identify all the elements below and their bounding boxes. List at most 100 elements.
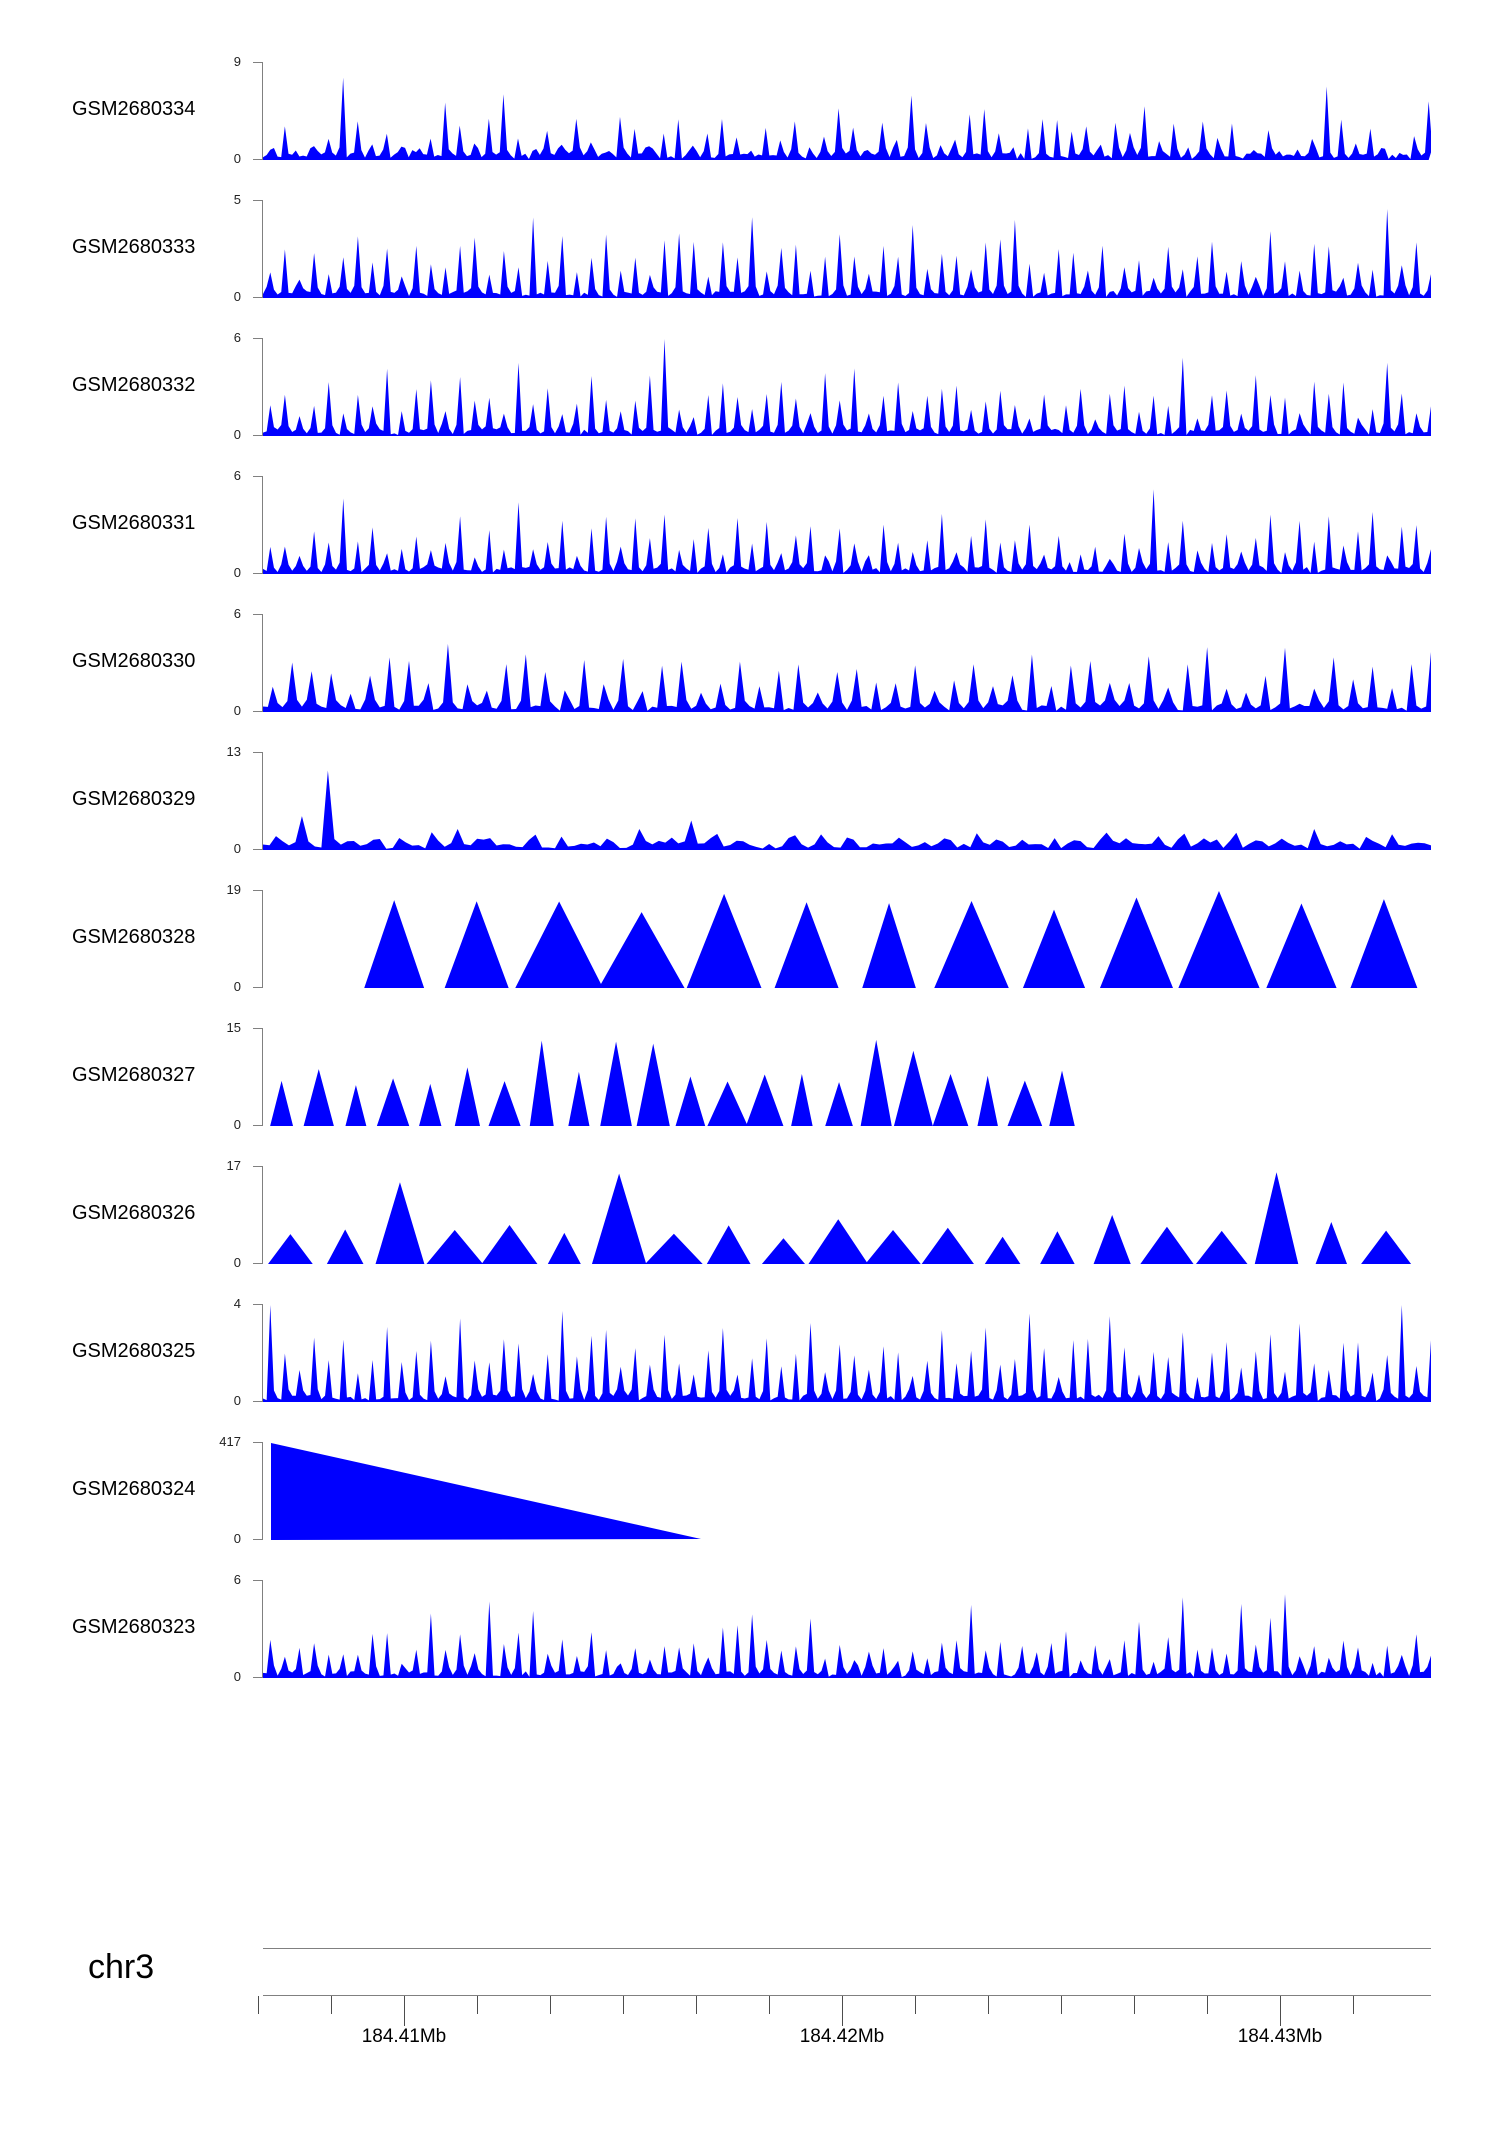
axis-major-tick <box>1280 1996 1281 2026</box>
track-label-gsm2680331: GSM2680331 <box>72 512 196 534</box>
y-axis-max-label: 17 <box>226 1158 241 1173</box>
coverage-plot-area[interactable] <box>263 1304 1431 1402</box>
axis-major-tick <box>404 1996 405 2026</box>
axis-baseline <box>263 1995 1431 1996</box>
coverage-track[interactable]: GSM2680333 5 0 <box>0 193 1500 303</box>
track-label-gsm2680329: GSM2680329 <box>72 788 196 810</box>
coverage-plot-area[interactable] <box>263 476 1431 574</box>
axis-top-line <box>263 1948 1431 1949</box>
axis-minor-tick <box>1207 1996 1208 2014</box>
coverage-track[interactable]: GSM2680328 19 0 <box>0 883 1500 993</box>
coverage-area <box>263 643 1431 712</box>
y-axis-bracket <box>253 1028 263 1126</box>
y-axis-min-label: 0 <box>233 841 241 856</box>
coverage-track[interactable]: GSM2680334 9 0 <box>0 55 1500 165</box>
axis-tick-label: 184.43Mb <box>1237 2026 1323 2047</box>
y-axis-max-label: 6 <box>233 606 241 621</box>
coverage-plot-area[interactable] <box>263 1580 1431 1678</box>
y-axis-bracket <box>253 62 263 160</box>
y-axis-bracket <box>253 1304 263 1402</box>
y-axis-max-label: 417 <box>219 1434 241 1449</box>
axis-minor-tick <box>331 1996 332 2014</box>
coverage-track[interactable]: GSM2680326 17 0 <box>0 1159 1500 1269</box>
axis-minor-tick <box>988 1996 989 2014</box>
track-label-gsm2680324: GSM2680324 <box>72 1478 196 1500</box>
y-axis-min-label: 0 <box>233 1255 241 1270</box>
track-label-gsm2680333: GSM2680333 <box>72 236 196 258</box>
track-label-gsm2680323: GSM2680323 <box>72 1616 196 1638</box>
y-axis-max-label: 4 <box>233 1296 241 1311</box>
axis-minor-tick <box>915 1996 916 2014</box>
coverage-plot-area[interactable] <box>263 752 1431 850</box>
coverage-area <box>263 77 1431 160</box>
coverage-area <box>268 1172 1412 1264</box>
coverage-track[interactable]: GSM2680324 417 0 <box>0 1435 1500 1545</box>
y-axis-min-label: 0 <box>233 703 241 718</box>
track-label-gsm2680332: GSM2680332 <box>72 374 196 396</box>
genome-coordinate-axis[interactable]: 184.41Mb 184.42Mb 184.43Mb <box>0 1930 1500 2110</box>
y-axis-bracket <box>253 614 263 712</box>
axis-minor-tick <box>1353 1996 1354 2014</box>
y-axis-max-label: 13 <box>226 744 241 759</box>
coverage-track[interactable]: GSM2680330 6 0 <box>0 607 1500 717</box>
y-axis-max-label: 6 <box>233 1572 241 1587</box>
y-axis-bracket <box>253 1442 263 1540</box>
axis-minor-tick <box>696 1996 697 2014</box>
y-axis-min-label: 0 <box>233 979 241 994</box>
axis-minor-tick <box>258 1996 259 2014</box>
axis-minor-tick <box>623 1996 624 2014</box>
coverage-plot-area[interactable] <box>263 1166 1431 1264</box>
y-axis-min-label: 0 <box>233 565 241 580</box>
axis-minor-tick <box>769 1996 770 2014</box>
coverage-track[interactable]: GSM2680327 15 0 <box>0 1021 1500 1131</box>
coverage-track[interactable]: GSM2680331 6 0 <box>0 469 1500 579</box>
coverage-area <box>263 489 1431 574</box>
coverage-plot-area[interactable] <box>263 1442 1431 1540</box>
y-axis-bracket <box>253 476 263 574</box>
y-axis-bracket <box>253 1166 263 1264</box>
track-label-gsm2680327: GSM2680327 <box>72 1064 196 1086</box>
coverage-plot-area[interactable] <box>263 200 1431 298</box>
y-axis-min-label: 0 <box>233 1669 241 1684</box>
axis-minor-tick <box>1134 1996 1135 2014</box>
track-label-gsm2680328: GSM2680328 <box>72 926 196 948</box>
y-axis-bracket <box>253 890 263 988</box>
coverage-plot-area[interactable] <box>263 890 1431 988</box>
track-label-gsm2680330: GSM2680330 <box>72 650 196 672</box>
y-axis-bracket <box>253 752 263 850</box>
coverage-area <box>364 891 1418 988</box>
coverage-track[interactable]: GSM2680329 13 0 <box>0 745 1500 855</box>
coverage-track[interactable]: GSM2680323 6 0 <box>0 1573 1500 1683</box>
track-label-gsm2680334: GSM2680334 <box>72 98 196 120</box>
y-axis-min-label: 0 <box>233 1393 241 1408</box>
axis-major-tick <box>842 1996 843 2026</box>
chromosome-label: chr3 <box>88 1948 155 1986</box>
coverage-area <box>263 1594 1431 1678</box>
axis-tick-label: 184.41Mb <box>361 2026 447 2047</box>
axis-minor-tick <box>550 1996 551 2014</box>
axis-minor-tick <box>477 1996 478 2014</box>
coverage-track[interactable]: GSM2680325 4 0 <box>0 1297 1500 1407</box>
y-axis-min-label: 0 <box>233 427 241 442</box>
coverage-plot-area[interactable] <box>263 614 1431 712</box>
coverage-area <box>270 1039 1075 1126</box>
y-axis-min-label: 0 <box>233 1531 241 1546</box>
axis-tick-label: 184.42Mb <box>799 2026 885 2047</box>
y-axis-max-label: 5 <box>233 192 241 207</box>
coverage-plot-area[interactable] <box>263 338 1431 436</box>
y-axis-bracket <box>253 338 263 436</box>
y-axis-bracket <box>253 1580 263 1678</box>
coverage-area <box>271 1443 701 1540</box>
y-axis-min-label: 0 <box>233 1117 241 1132</box>
y-axis-max-label: 6 <box>233 330 241 345</box>
y-axis-bracket <box>253 200 263 298</box>
y-axis-max-label: 15 <box>226 1020 241 1035</box>
axis-minor-tick <box>1061 1996 1062 2014</box>
track-label-gsm2680325: GSM2680325 <box>72 1340 196 1362</box>
coverage-track[interactable]: GSM2680332 6 0 <box>0 331 1500 441</box>
coverage-plot-area[interactable] <box>263 1028 1431 1126</box>
coverage-area <box>263 208 1431 298</box>
coverage-area <box>263 770 1431 850</box>
coverage-plot-area[interactable] <box>263 62 1431 160</box>
